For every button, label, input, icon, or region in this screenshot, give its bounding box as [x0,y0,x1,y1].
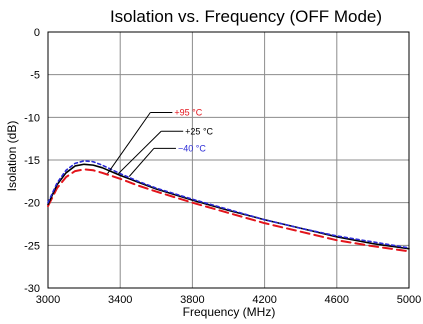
x-axis-title: Frequency (MHz) [183,305,276,319]
x-tick-label: 3000 [36,294,60,306]
y-tick-label: -20 [24,198,40,210]
plot-frame [47,31,410,289]
y-axis-title: Isolation (dB) [5,121,19,192]
legend-layer: +95 °C +25 °C −40 °C [107,108,214,177]
x-tick-label: 3800 [180,294,204,306]
x-tick-label: 5000 [397,294,421,306]
series-line [47,160,410,249]
y-tick-label: -30 [24,283,40,295]
y-tick-label: -15 [24,155,40,167]
series-line [47,168,410,253]
axis-layer [47,31,410,289]
grid-layer [48,32,409,288]
legend-label: +95 °C [174,108,202,118]
x-tick-label: 3400 [108,294,132,306]
y-tick-label: -10 [24,112,40,124]
y-tick-label: 0 [34,27,40,39]
tick-label-layer: 3000 3400 3800 4200 4600 5000 0 -5 -10 -15 -20 -25 -… [24,27,421,306]
chart-title: Isolation vs. Frequency (OFF Mode) [110,7,382,26]
x-tick-label: 4200 [252,294,276,306]
x-tick-label: 4600 [325,294,349,306]
legend-leader-line [128,148,155,177]
series-layer [47,160,410,253]
y-tick-label: -5 [30,70,40,82]
legend-leader-line [107,112,151,174]
legend-leader-line [118,130,162,174]
y-tick-label: -25 [24,240,40,252]
legend-label: −40 °C [178,143,206,153]
series-line [47,163,410,250]
legend-label: +25 °C [185,126,213,136]
